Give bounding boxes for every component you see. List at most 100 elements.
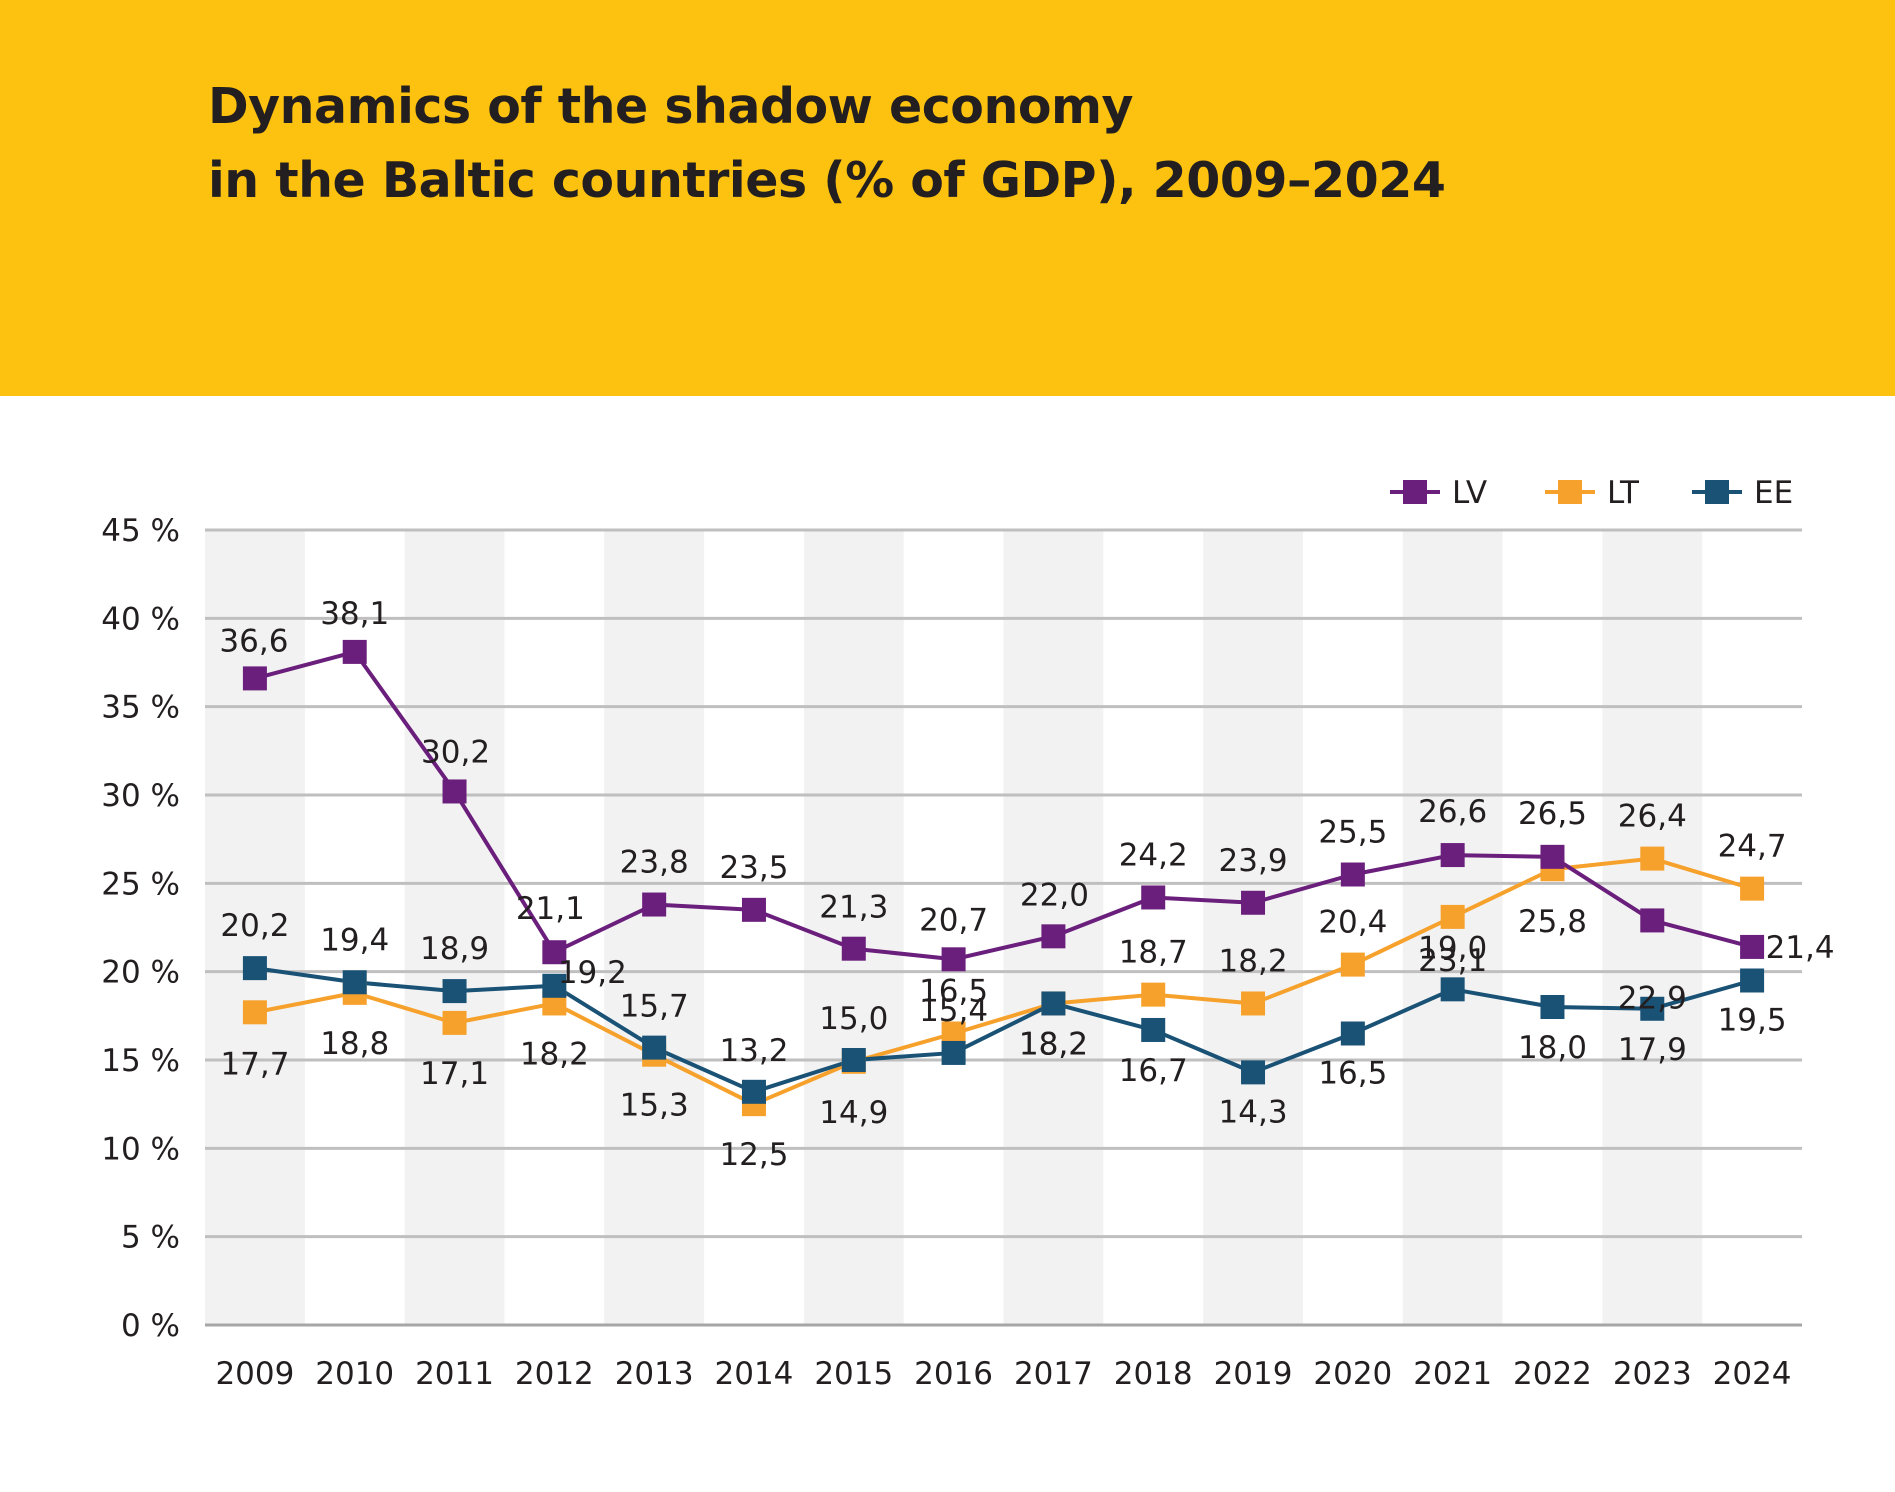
x-tick-label: 2016	[914, 1356, 993, 1392]
marker-ee	[542, 973, 567, 998]
data-label-ee: 20,2	[220, 908, 289, 944]
data-label-lt: 18,7	[1119, 935, 1188, 971]
marker-lv	[1640, 908, 1665, 933]
marker-ee	[1241, 1060, 1266, 1085]
y-tick-label: 0 %	[121, 1308, 180, 1344]
data-label-ee: 15,4	[919, 993, 988, 1029]
marker-lv	[941, 947, 966, 972]
marker-lv	[741, 897, 766, 922]
data-label-lt: 26,4	[1618, 799, 1687, 835]
data-label-lt: 17,7	[220, 1046, 289, 1082]
marker-lt	[1640, 846, 1665, 871]
legend-marker	[1558, 480, 1582, 504]
marker-ee	[342, 970, 367, 995]
y-tick-label: 30 %	[101, 778, 180, 814]
x-tick-label: 2011	[415, 1356, 494, 1392]
header-banner: Dynamics of the shadow economy in the Ba…	[0, 0, 1895, 396]
data-label-lv: 24,2	[1119, 837, 1188, 873]
y-tick-label: 25 %	[101, 866, 180, 902]
data-label-lv: 26,6	[1418, 794, 1487, 830]
marker-lv	[841, 936, 866, 961]
marker-lv	[242, 666, 267, 691]
marker-lt	[1241, 991, 1266, 1016]
data-label-lv: 30,2	[421, 734, 490, 770]
marker-lt	[1740, 876, 1765, 901]
marker-ee	[442, 979, 467, 1004]
x-tick-label: 2012	[515, 1356, 594, 1392]
y-tick-label: 20 %	[101, 955, 180, 991]
data-label-lt: 23,1	[1418, 943, 1487, 979]
marker-ee	[1340, 1021, 1365, 1046]
column-band-2013	[604, 530, 705, 1325]
x-tick-label: 2015	[814, 1356, 893, 1392]
title-line-1: Dynamics of the shadow economy	[208, 78, 1134, 135]
title-line-2: in the Baltic countries (% of GDP), 2009…	[208, 152, 1446, 209]
data-label-lt: 15,3	[620, 1088, 689, 1124]
series-line-lt	[254, 856, 1753, 1107]
x-tick-label: 2022	[1513, 1356, 1592, 1392]
x-tick-label: 2014	[715, 1356, 794, 1392]
chart-title: Dynamics of the shadow economy in the Ba…	[208, 70, 1446, 218]
data-label-lt: 24,7	[1718, 829, 1787, 865]
alternating-column-bands	[205, 530, 1703, 1325]
data-label-ee: 19,4	[320, 922, 389, 958]
data-label-lv: 22,0	[1020, 877, 1089, 913]
data-label-ee: 18,2	[1019, 1026, 1088, 1062]
marker-ee	[841, 1048, 866, 1072]
data-label-ee: 15,0	[819, 1001, 888, 1037]
data-label-lv: 36,6	[219, 623, 288, 659]
x-tick-label: 2024	[1713, 1356, 1792, 1392]
marker-ee	[242, 956, 267, 981]
series-markers	[242, 639, 1765, 1117]
x-tick-label: 2019	[1214, 1356, 1293, 1392]
data-labels: 36,6 38,1 30,2 21,1 23,8 23,5 21,3 20,7 22,0 24,2…	[219, 596, 1834, 1173]
data-label-ee: 17,9	[1618, 1032, 1687, 1068]
data-label-lv: 23,5	[719, 850, 788, 886]
series-lines	[254, 649, 1753, 1107]
data-label-ee: 14,3	[1219, 1094, 1288, 1130]
data-label-lt: 14,9	[819, 1095, 888, 1131]
marker-ee	[1640, 996, 1665, 1021]
data-label-ee: 19,0	[1418, 930, 1487, 966]
marker-ee	[941, 1040, 966, 1065]
legend-marker	[1403, 480, 1427, 504]
marker-lt	[1340, 952, 1365, 977]
legend-item-lv: LV	[1390, 475, 1487, 511]
marker-ee	[1540, 995, 1565, 1019]
legend-label: LT	[1607, 475, 1640, 511]
data-label-ee: 16,7	[1119, 1053, 1188, 1089]
data-label-lv: 23,8	[620, 845, 689, 881]
data-label-ee: 15,7	[620, 989, 689, 1025]
data-label-lt: 16,5	[919, 974, 988, 1010]
data-label-lt: 18,2	[1219, 943, 1288, 979]
x-tick-label: 2021	[1413, 1356, 1492, 1392]
marker-lv	[442, 779, 467, 804]
data-label-lv: 22,9	[1618, 980, 1687, 1016]
marker-lt	[242, 1000, 267, 1025]
series-line-ee	[254, 966, 1753, 1094]
marker-lt	[1141, 982, 1166, 1007]
x-tick-label: 2013	[615, 1356, 694, 1392]
marker-lv	[1141, 885, 1166, 910]
marker-lt	[442, 1010, 467, 1035]
x-tick-label: 2017	[1014, 1356, 1093, 1392]
data-label-lv: 26,5	[1518, 796, 1587, 832]
legend-label: LV	[1452, 475, 1487, 511]
data-label-lv: 25,5	[1318, 815, 1387, 851]
data-label-lv: 21,3	[819, 890, 888, 926]
y-tick-label: 40 %	[101, 601, 180, 637]
column-band-2009	[205, 530, 305, 1325]
y-tick-label: 35 %	[101, 690, 180, 726]
legend-marker	[1705, 480, 1729, 504]
y-tick-label: 5 %	[121, 1220, 180, 1256]
y-tick-label: 15 %	[101, 1043, 180, 1079]
marker-ee	[1740, 968, 1765, 993]
x-tick-label: 2018	[1114, 1356, 1193, 1392]
x-tick-label: 2023	[1613, 1356, 1692, 1392]
column-band-2015	[803, 530, 904, 1325]
data-label-lt: 25,8	[1518, 904, 1587, 940]
series-line-lv	[254, 649, 1753, 962]
legend: LV LT EE	[1390, 475, 1793, 511]
y-tick-label: 45 %	[101, 513, 180, 549]
